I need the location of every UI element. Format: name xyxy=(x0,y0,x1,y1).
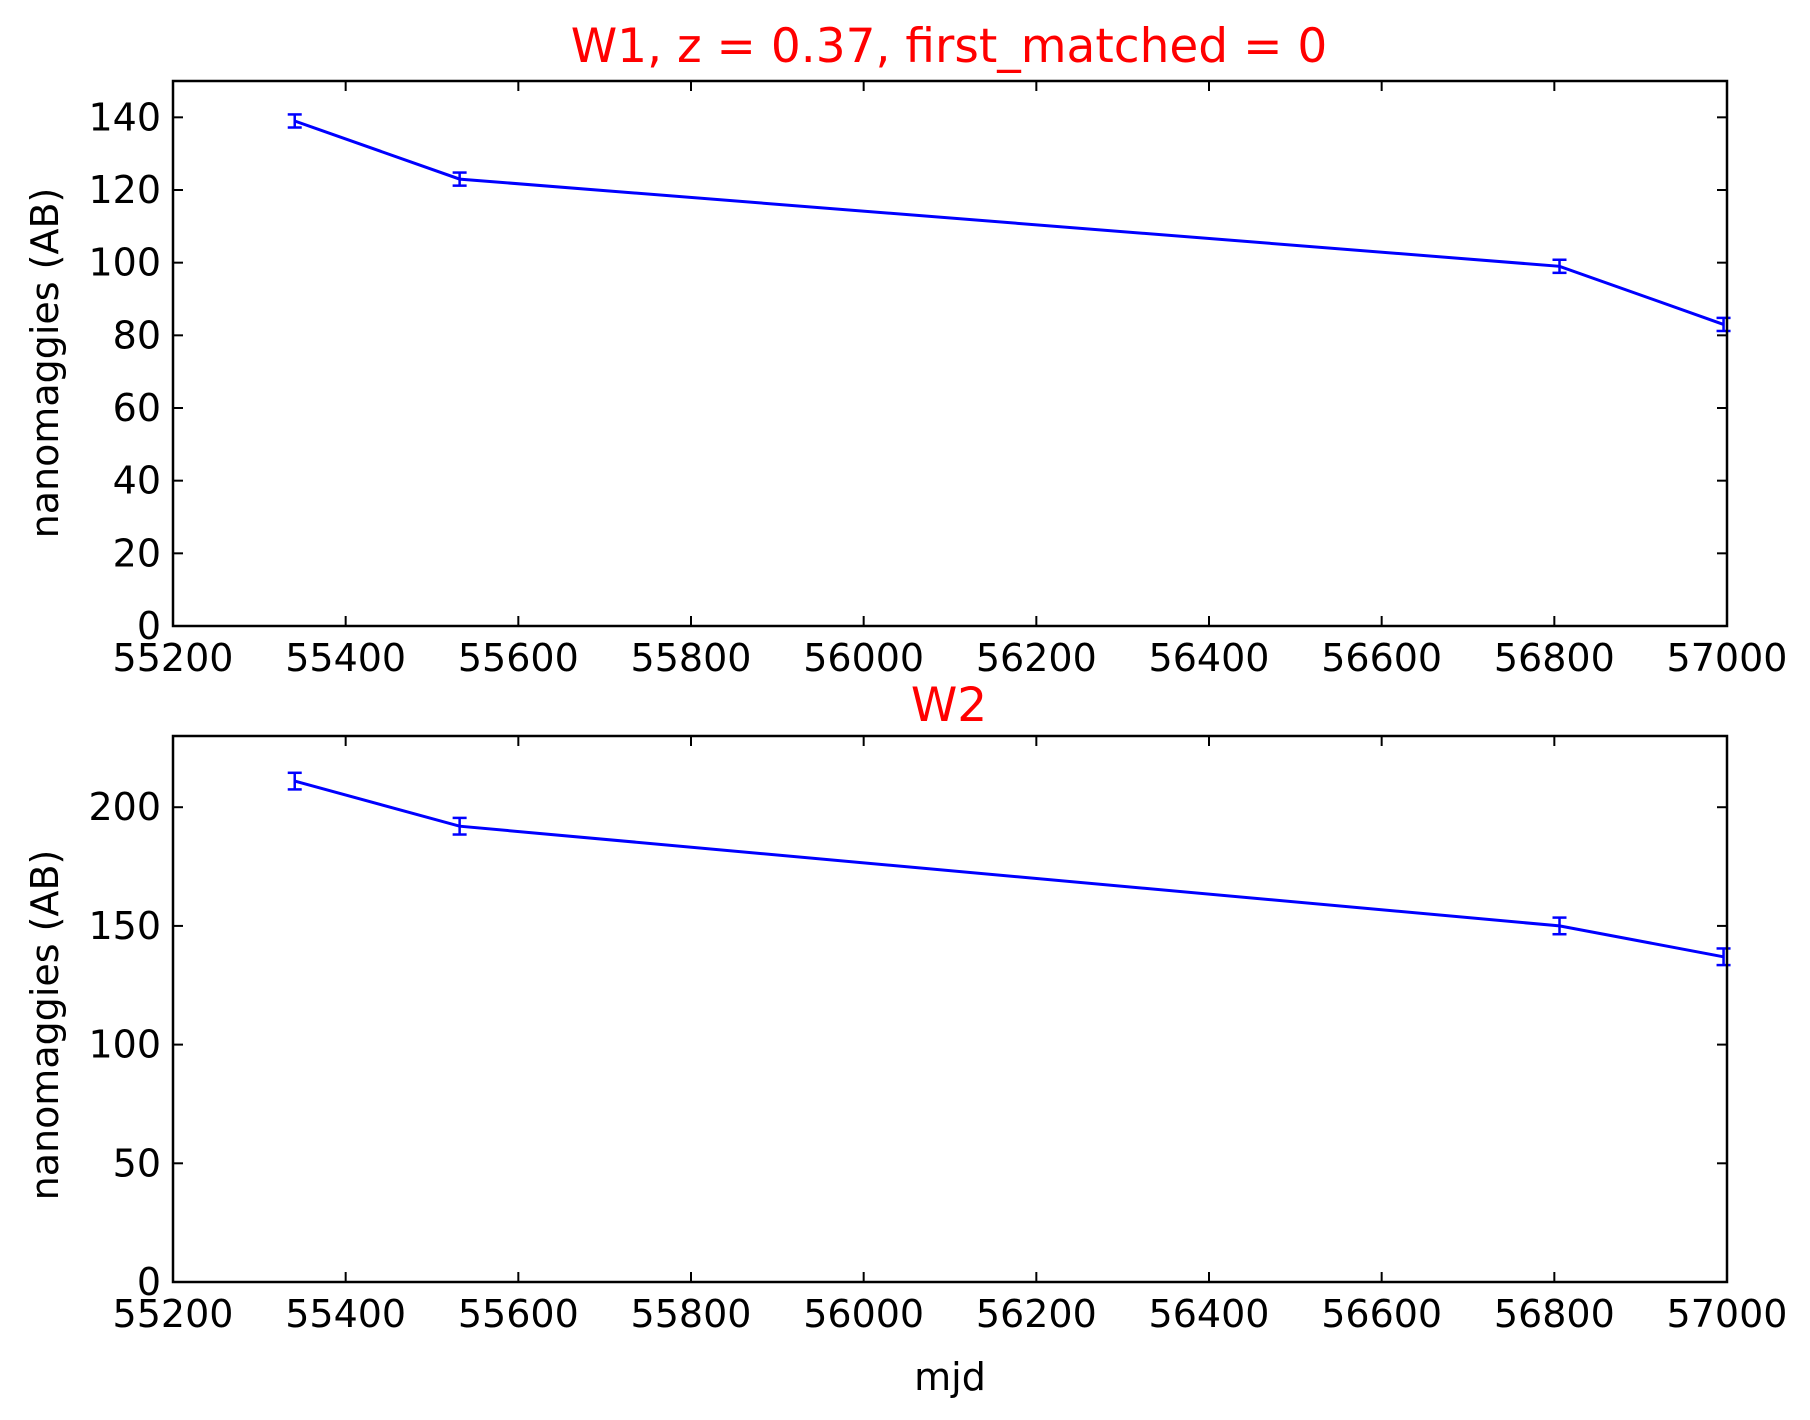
w2-panel: W2 nanomaggies (AB) 55200 55400 55600 55800… xyxy=(23,678,1787,1399)
w1-ytick-label: 40 xyxy=(113,459,161,503)
w1-xtick-label: 55600 xyxy=(458,636,579,680)
w2-ytick-label: 100 xyxy=(88,1023,161,1067)
w2-ytick-label: 0 xyxy=(137,1260,161,1304)
w2-tick-labels: 55200 55400 55600 55800 56000 56200 56400 56600… xyxy=(88,785,1787,1336)
w2-xtick-label: 56800 xyxy=(1494,1292,1615,1336)
w2-ytick-label: 50 xyxy=(113,1141,161,1185)
w1-xtick-label: 55800 xyxy=(631,636,752,680)
w2-error-bar xyxy=(287,771,302,791)
w1-xtick-label: 55200 xyxy=(113,636,234,680)
w2-series-line xyxy=(294,779,1724,959)
w1-ytick-label: 100 xyxy=(88,241,161,285)
w1-ytick-label: 60 xyxy=(113,386,161,430)
w2-axes-frame xyxy=(171,734,1729,1284)
w2-xlabel: mjd xyxy=(914,1355,986,1399)
w2-error-bar xyxy=(1552,916,1567,936)
w1-error-bar xyxy=(452,171,467,187)
w2-xtick-label: 56600 xyxy=(1321,1292,1442,1336)
w1-tick-labels: 55200 55400 55600 55800 56000 56200 56400 56600… xyxy=(88,95,1787,680)
w1-ylabel: nanomaggies (AB) xyxy=(23,188,67,539)
w1-xtick-label: 56000 xyxy=(803,636,924,680)
w1-xtick-label: 56200 xyxy=(976,636,1097,680)
w2-ytick-label: 200 xyxy=(88,785,161,829)
w1-xtick-label: 56800 xyxy=(1494,636,1615,680)
w2-title: W2 xyxy=(911,678,987,733)
w1-axes-frame xyxy=(171,79,1729,628)
w2-xtick-label: 55600 xyxy=(458,1292,579,1336)
w2-error-bar xyxy=(452,816,467,836)
w2-xtick-label: 55800 xyxy=(631,1292,752,1336)
w2-xtick-label: 56200 xyxy=(976,1292,1097,1336)
w1-ytick-label: 20 xyxy=(113,531,161,575)
w1-series-line xyxy=(294,119,1725,326)
w2-ytick-label: 150 xyxy=(88,904,161,948)
w2-xtick-label: 57000 xyxy=(1667,1292,1788,1336)
w1-xtick-label: 56400 xyxy=(1149,636,1270,680)
w1-ticks xyxy=(172,81,1728,627)
w1-panel: W1, z = 0.37, first_matched = 0 nanomagg… xyxy=(23,19,1787,680)
w1-title: W1, z = 0.37, first_matched = 0 xyxy=(571,19,1328,74)
w2-plot-area xyxy=(287,771,1731,967)
w1-ytick-label: 80 xyxy=(113,313,161,357)
w1-ytick-label: 0 xyxy=(137,604,161,648)
w2-xtick-label: 55200 xyxy=(113,1292,234,1336)
w1-xtick-label: 56600 xyxy=(1321,636,1442,680)
w2-xtick-label: 55400 xyxy=(285,1292,406,1336)
w2-xtick-label: 56000 xyxy=(803,1292,924,1336)
w1-ytick-label: 140 xyxy=(88,95,161,139)
w2-xtick-label: 56400 xyxy=(1149,1292,1270,1336)
w1-xtick-label: 55400 xyxy=(285,636,406,680)
w1-error-bar xyxy=(287,113,302,129)
w2-ylabel: nanomaggies (AB) xyxy=(23,850,67,1201)
w1-xtick-label: 57000 xyxy=(1667,636,1788,680)
w1-ytick-label: 120 xyxy=(88,168,161,212)
w1-error-bar xyxy=(1552,258,1567,275)
